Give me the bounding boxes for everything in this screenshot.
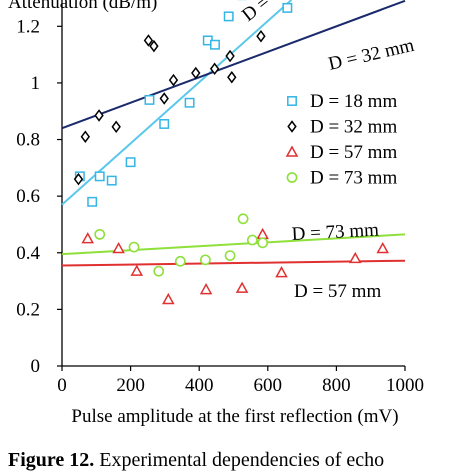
y-tick-label: 0.6 xyxy=(16,186,40,207)
caption-text: Experimental dependencies of echo xyxy=(94,449,384,471)
data-point xyxy=(246,234,258,246)
data-point xyxy=(227,71,237,84)
data-point xyxy=(125,157,136,168)
legend-marker xyxy=(287,120,297,133)
data-point xyxy=(275,266,288,278)
data-points xyxy=(73,0,389,305)
data-point xyxy=(162,292,175,305)
x-tick-label: 800 xyxy=(322,375,351,396)
data-point xyxy=(81,232,94,244)
y-tick-label: 0.8 xyxy=(16,130,40,151)
y-tick-label: 1.2 xyxy=(16,16,40,37)
trend-label-d18: D = 18 mm xyxy=(238,0,320,26)
legend-label: D = 18 mm xyxy=(310,91,397,112)
data-point xyxy=(153,265,165,277)
data-point xyxy=(149,39,159,53)
data-point xyxy=(199,254,211,266)
data-point xyxy=(225,49,235,63)
data-point xyxy=(159,92,169,105)
data-point xyxy=(112,241,125,254)
data-point xyxy=(80,130,91,143)
x-tick-label: 1000 xyxy=(386,375,424,396)
caption-prefix: Figure 12. xyxy=(8,449,94,471)
data-point xyxy=(223,11,234,22)
legend-label: D = 32 mm xyxy=(310,117,397,138)
data-point xyxy=(282,2,293,13)
data-point xyxy=(144,94,155,105)
x-tick-label: 200 xyxy=(116,375,145,396)
x-tick-label: 600 xyxy=(254,375,283,396)
trend-lines xyxy=(61,0,406,267)
trend-line xyxy=(61,0,293,206)
data-point xyxy=(376,241,389,254)
axes: 0 200 400 600 800 1000 0 0.2 0.4 0.6 0.8 1 1.2 xyxy=(16,0,424,396)
data-point xyxy=(87,196,98,207)
data-point xyxy=(199,283,213,295)
trend-label-d57: D = 57 mm xyxy=(294,281,381,302)
data-point xyxy=(235,281,249,293)
data-point xyxy=(210,39,220,50)
y-tick-label: 1 xyxy=(31,73,41,94)
legend-marker xyxy=(287,96,297,106)
x-tick-label: 0 xyxy=(57,375,67,396)
data-point xyxy=(94,109,104,122)
y-tick-label: 0.4 xyxy=(16,243,40,264)
data-point xyxy=(106,175,117,186)
data-point xyxy=(94,171,105,182)
data-point xyxy=(191,66,201,80)
data-point xyxy=(111,120,121,134)
data-point xyxy=(257,237,269,249)
y-axis-label: Attenuation (dB/m) xyxy=(8,0,157,13)
data-point xyxy=(143,34,154,47)
data-point xyxy=(256,29,266,43)
data-point xyxy=(184,97,195,108)
data-point xyxy=(209,62,220,76)
data-point xyxy=(94,228,106,240)
legend: D = 18 mm D = 32 mm D = 57 mm D = 73 mm xyxy=(285,91,397,189)
data-point xyxy=(256,227,269,240)
data-point xyxy=(237,213,249,225)
legend-label: D = 73 mm xyxy=(310,168,397,189)
trend-label-d73: D = 73 mm xyxy=(291,219,379,245)
trend-label-d32: D = 32 mm xyxy=(326,35,416,75)
figure-caption: Figure 12. Experimental dependencies of … xyxy=(8,449,384,471)
legend-marker xyxy=(285,145,299,157)
y-tick-label: 0.2 xyxy=(16,299,40,320)
data-point xyxy=(73,172,84,186)
y-tick-label: 0 xyxy=(31,356,41,377)
data-point xyxy=(130,264,144,276)
x-tick-label: 400 xyxy=(185,375,214,396)
data-point xyxy=(168,73,179,87)
legend-label: D = 57 mm xyxy=(310,142,397,163)
data-point xyxy=(224,250,236,261)
data-point xyxy=(159,119,170,129)
trend-line xyxy=(61,259,406,267)
data-point xyxy=(128,241,140,253)
trend-line xyxy=(61,0,406,130)
legend-marker xyxy=(286,172,298,183)
data-point xyxy=(174,255,186,267)
x-axis-label: Pulse amplitude at the first reflection … xyxy=(71,406,398,427)
data-point xyxy=(348,251,362,264)
